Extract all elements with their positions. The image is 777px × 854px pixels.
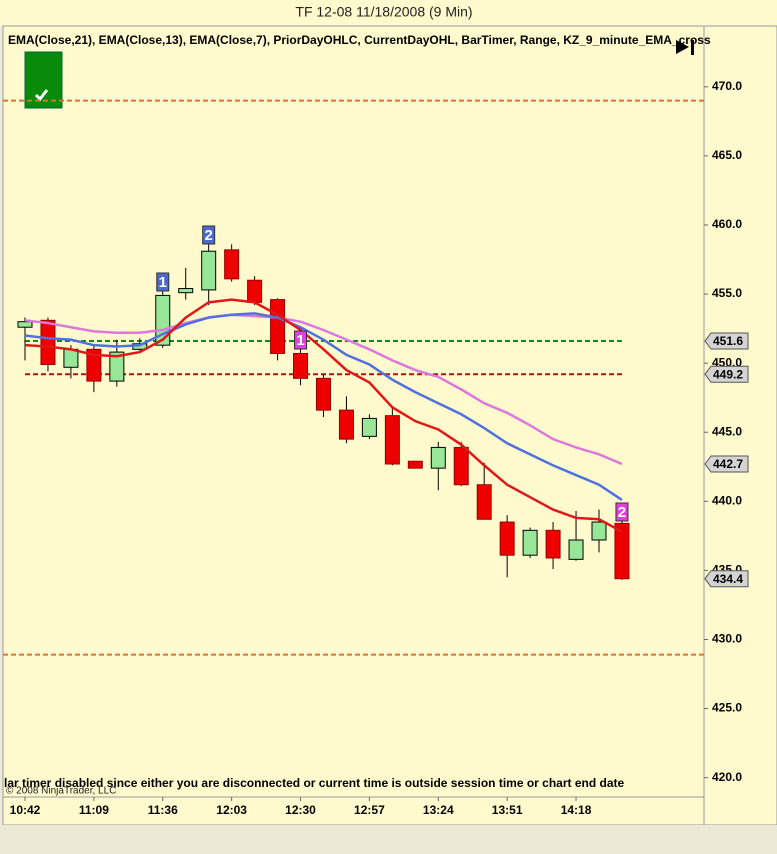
footer	[0, 825, 777, 849]
signal-marker	[615, 502, 629, 522]
y-tick-label: 470.0	[712, 79, 742, 93]
ema-line	[24, 312, 623, 501]
candle-body	[614, 522, 630, 580]
y-tick-label: 420.0	[712, 770, 742, 784]
candle-body	[178, 288, 194, 294]
candle-body	[86, 348, 102, 382]
status-message: lar timer disabled since either you are …	[4, 776, 625, 790]
candle-body	[361, 417, 377, 437]
candle-body	[270, 299, 286, 354]
candle-body	[591, 521, 607, 541]
signal-label: 2	[205, 227, 213, 244]
candle-body	[224, 249, 240, 280]
candle-body	[545, 529, 561, 559]
candle-body	[430, 446, 446, 469]
price-marker-box	[704, 455, 749, 473]
y-tick-label: 445.0	[712, 424, 742, 438]
x-tick-label: 12:03	[216, 803, 247, 817]
ema-line	[24, 298, 623, 533]
window-title: TF 12-08 11/18/2008 (9 Min)	[295, 4, 472, 20]
candle-body	[247, 279, 263, 303]
price-marker-label: 449.2	[713, 367, 743, 381]
x-tick-label: 12:30	[285, 803, 316, 817]
candle-body	[568, 539, 584, 560]
candle-body	[499, 521, 515, 556]
indicator-legend: EMA(Close,21), EMA(Close,13), EMA(Close,…	[8, 33, 711, 47]
y-tick-label: 430.0	[712, 632, 742, 646]
price-marker-label: 451.6	[713, 334, 743, 348]
price-marker-box	[704, 332, 749, 350]
title-bar	[0, 0, 777, 26]
price-marker-label: 434.4	[713, 572, 743, 586]
x-tick-label: 13:24	[423, 803, 454, 817]
candle-body	[17, 321, 33, 328]
y-tick-label: 455.0	[712, 286, 742, 300]
candle-body	[293, 352, 309, 379]
x-tick-label: 13:51	[492, 803, 523, 817]
candle-body	[384, 415, 400, 465]
signal-marker	[156, 272, 170, 292]
candle-body	[338, 409, 354, 440]
x-tick-label: 10:42	[10, 803, 41, 817]
signal-label: 1	[296, 332, 304, 349]
y-tick-label: 465.0	[712, 148, 742, 162]
candle-body	[522, 529, 538, 556]
candle-body	[453, 446, 469, 486]
candle-body	[476, 484, 492, 520]
candle-body	[315, 377, 331, 411]
play-button[interactable]	[676, 40, 694, 55]
y-tick-label: 425.0	[712, 701, 742, 715]
candle-body	[407, 460, 423, 469]
candle-body	[201, 250, 217, 291]
x-tick-label: 11:09	[79, 803, 109, 817]
x-tick-label: 14:18	[561, 803, 592, 817]
price-marker-label: 442.7	[713, 457, 743, 471]
x-tick-label: 11:36	[148, 803, 178, 817]
price-marker-box	[704, 570, 749, 588]
y-tick-label: 440.0	[712, 493, 742, 507]
candle-body	[63, 348, 79, 368]
x-tick-label: 12:57	[354, 803, 385, 817]
copyright: © 2008 NinjaTrader, LLC	[6, 786, 116, 797]
signal-marker	[202, 225, 216, 245]
price-marker-box	[704, 365, 749, 383]
strategy-enabled-box[interactable]	[24, 51, 63, 109]
signal-label: 2	[618, 504, 626, 521]
signal-marker	[294, 330, 308, 350]
time-axis	[2, 796, 705, 826]
candle-body	[109, 351, 125, 382]
ema-line	[24, 313, 623, 466]
y-tick-label: 460.0	[712, 217, 742, 231]
signal-label: 1	[159, 274, 167, 291]
candle-body	[40, 319, 56, 366]
